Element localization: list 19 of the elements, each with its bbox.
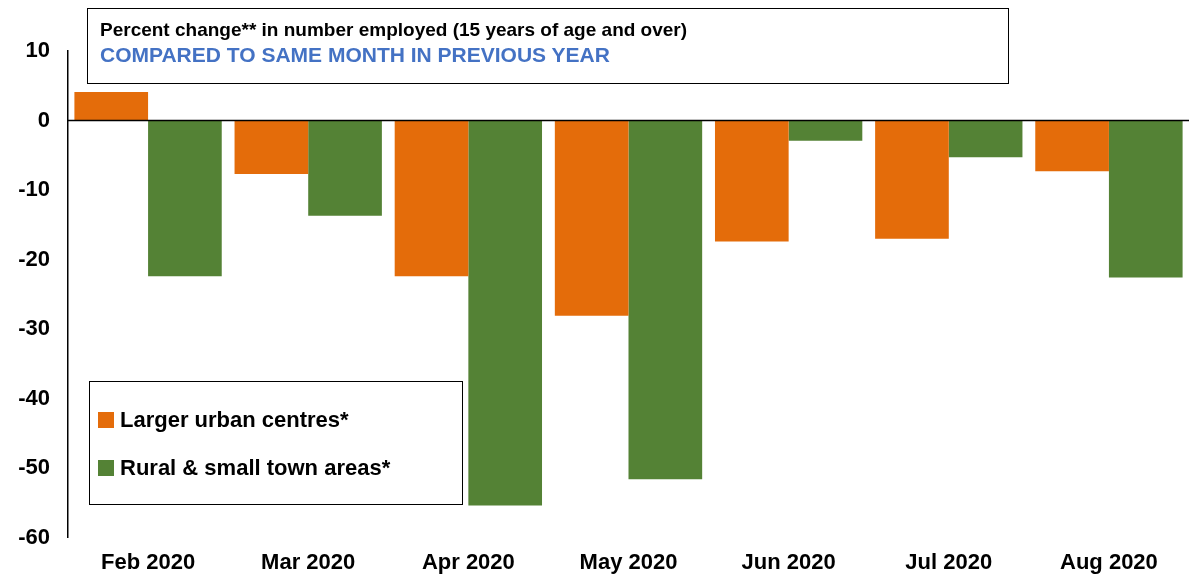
x-tick-label: May 2020 bbox=[579, 548, 678, 574]
legend-label: Larger urban centres* bbox=[120, 407, 349, 433]
x-tick-label: Jun 2020 bbox=[741, 548, 836, 574]
y-tick-label: -30 bbox=[18, 315, 50, 341]
x-tick-label: Feb 2020 bbox=[100, 548, 196, 574]
x-tick-label: Jul 2020 bbox=[905, 548, 993, 574]
y-tick-label: 0 bbox=[37, 106, 50, 132]
x-tick-label: Apr 2020 bbox=[421, 548, 515, 574]
y-tick-label: -40 bbox=[18, 384, 50, 410]
y-tick-label: -60 bbox=[18, 523, 50, 549]
x-tick-label: Mar 2020 bbox=[261, 548, 356, 574]
chart-subtitle: COMPARED TO SAME MONTH IN PREVIOUS YEAR bbox=[100, 43, 611, 67]
y-tick-label: 10 bbox=[25, 37, 50, 63]
chart-title: Percent change** in number employed (15 years of age and over) bbox=[100, 19, 689, 41]
legend-label: Rural & small town areas* bbox=[120, 455, 391, 481]
y-tick-label: -50 bbox=[18, 454, 50, 480]
x-tick-label: Aug 2020 bbox=[1060, 548, 1158, 574]
y-tick-label: -10 bbox=[18, 176, 50, 202]
y-tick-label: -20 bbox=[18, 245, 50, 271]
